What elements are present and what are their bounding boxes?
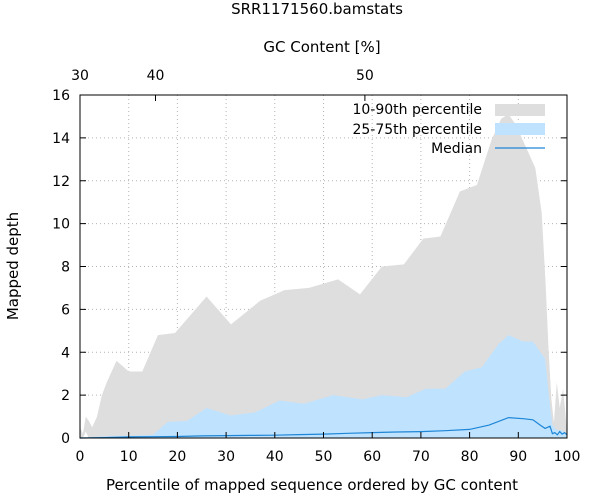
x-tick-label: 40 [266,449,284,465]
top-tick-label: 30 [71,68,89,84]
x-tick-label: 70 [412,449,430,465]
x-axis-title: Percentile of mapped sequence ordered by… [106,476,518,494]
band-10-90th-percentile [80,114,567,439]
y-tick-label: 14 [52,131,70,147]
legend: 10-90th percentile 25-75th percentile Me… [352,102,545,157]
chart-title: SRR1171560.bamstats [231,0,403,18]
median-line [79,416,568,439]
x-tick-label: 80 [461,449,479,465]
y-axis-title: Mapped depth [4,212,22,320]
legend-label-median: Median [431,141,482,157]
y-tick-label: 12 [52,174,70,190]
series-layer [79,114,568,439]
x-tick-label: 20 [168,449,186,465]
x-tick-label: 10 [120,449,138,465]
legend-label-25-75: 25-75th percentile [352,122,482,138]
y-tick-label: 4 [61,345,70,361]
y-tick-label: 10 [52,217,70,233]
tick-layer: 0 2 4 6 8 10 12 14 16 0 10 20 30 40 50 60 70 80 90 100 30 40 5… [52,68,580,465]
y-tick-label: 6 [61,302,70,318]
legend-label-10-90: 10-90th percentile [352,102,482,118]
x-tick-label: 60 [363,449,381,465]
legend-swatch-10-90 [495,104,545,116]
y-tick-label: 0 [61,431,70,447]
x-tick-label: 30 [217,449,235,465]
x-tick-label: 90 [509,449,527,465]
top-tick-label: 40 [147,68,165,84]
x-tick-label: 0 [76,449,85,465]
y-tick-label: 16 [52,88,70,104]
x-tick-label: 50 [315,449,333,465]
band-25-75th-percentile [80,335,567,438]
legend-swatch-25-75 [495,123,545,135]
top-tick-label: 50 [356,68,374,84]
y-tick-label: 8 [61,260,70,276]
x-tick-label: 100 [554,449,581,465]
y-tick-label: 2 [61,388,70,404]
top-axis-title: GC Content [%] [263,38,380,56]
